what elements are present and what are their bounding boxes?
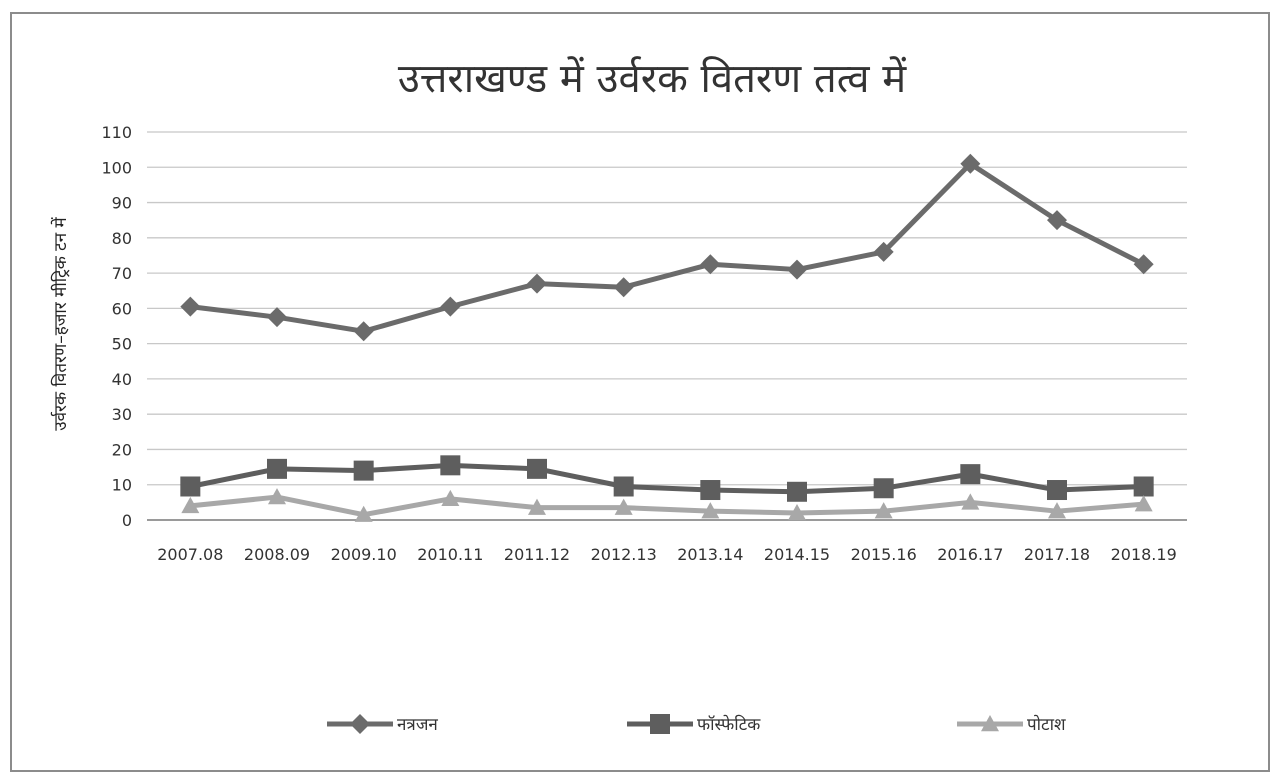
x-tick-label: 2012.13 [591,545,657,564]
series-square [180,455,1154,502]
data-point [180,296,201,317]
legend-item: पोटाश [957,714,1066,735]
data-point [650,714,670,734]
x-tick-label: 2007.08 [157,545,223,564]
data-point [613,277,634,298]
series-layer [180,153,1154,522]
y-axis-label: उर्वरक वितरण–हजार मीट्रिक टन में [50,216,71,430]
x-tick-label: 2016.17 [937,545,1003,564]
data-point [353,321,374,342]
data-point [960,153,981,174]
x-tick-label: 2018.19 [1111,545,1177,564]
data-point [440,296,461,317]
x-tick-label: 2014.15 [764,545,830,564]
y-tick-label: 90 [112,194,132,213]
data-point [354,505,373,522]
data-point [701,502,720,519]
data-point [613,476,634,497]
data-point [441,489,460,507]
x-tick-label: 2009.10 [331,545,397,564]
data-point [180,476,201,497]
y-tick-label: 40 [112,370,132,389]
data-point [1048,502,1066,519]
x-tick-label: 2010.11 [417,545,483,564]
data-point [1047,210,1067,231]
data-point [181,496,200,514]
data-point [787,259,807,280]
y-tick-label: 100 [101,158,132,177]
data-point [614,498,633,515]
data-point [353,460,374,481]
data-point [268,488,286,505]
chart-title: उत्तराखण्ड में उर्वरक वितरण तत्व में [398,56,907,102]
x-tick-label: 2008.09 [244,545,310,564]
chart-frame: उत्तराखण्ड में उर्वरक वितरण तत्व में 0 10… [10,12,1270,772]
legend-label: फॉस्फेटिक [697,714,761,735]
data-point [267,307,287,328]
line-chart: उत्तराखण्ड में उर्वरक वितरण तत्व में 0 10… [50,56,1187,735]
legend-label: पोटाश [1027,714,1066,735]
data-point [873,241,894,262]
data-point [1134,495,1153,512]
data-point [1047,480,1067,501]
x-tick-label: 2017.18 [1024,545,1090,564]
data-point [527,458,547,479]
legend-item: नत्रजन [327,714,438,735]
data-point [787,481,807,502]
legend-label: नत्रजन [397,715,438,735]
data-point [873,478,894,499]
y-tick-label: 60 [112,299,132,318]
legend-item: फॉस्फेटिक [627,714,761,735]
data-point [700,254,721,275]
y-tick-label: 110 [101,123,132,142]
x-axis-ticks: 2007.08 2008.09 2009.10 2010.11 2011.12 2012.… [157,545,1177,564]
series-line [190,494,1144,518]
data-point [440,455,461,476]
series-triangle [181,488,1153,522]
data-point [874,502,893,519]
y-tick-label: 20 [112,440,132,459]
y-tick-label: 10 [112,476,132,495]
data-point [267,458,287,479]
series-line [190,161,1145,334]
y-axis-ticks: 0 10 20 30 40 50 60 70 80 90 100 110 [101,123,132,530]
legend: नत्रजन फॉस्फेटिक पोटाश [327,714,1066,735]
data-point [788,503,806,521]
data-point [528,498,546,515]
data-point [350,714,370,734]
y-tick-label: 0 [122,511,132,530]
x-tick-label: 2015.16 [851,545,917,564]
y-tick-label: 80 [112,229,132,248]
data-point [527,273,547,294]
x-tick-label: 2013.14 [677,545,743,564]
data-point [1133,476,1154,497]
gridlines [147,131,1187,521]
x-tick-label: 2011.12 [504,545,570,564]
data-point [961,493,980,510]
y-tick-label: 30 [112,405,132,424]
y-tick-label: 70 [112,264,132,283]
series-diamond [180,153,1154,342]
series-line [189,462,1144,495]
data-point [981,715,999,732]
data-point [700,480,721,501]
data-point [1133,254,1154,275]
data-point [960,464,981,485]
y-tick-label: 50 [112,335,132,354]
